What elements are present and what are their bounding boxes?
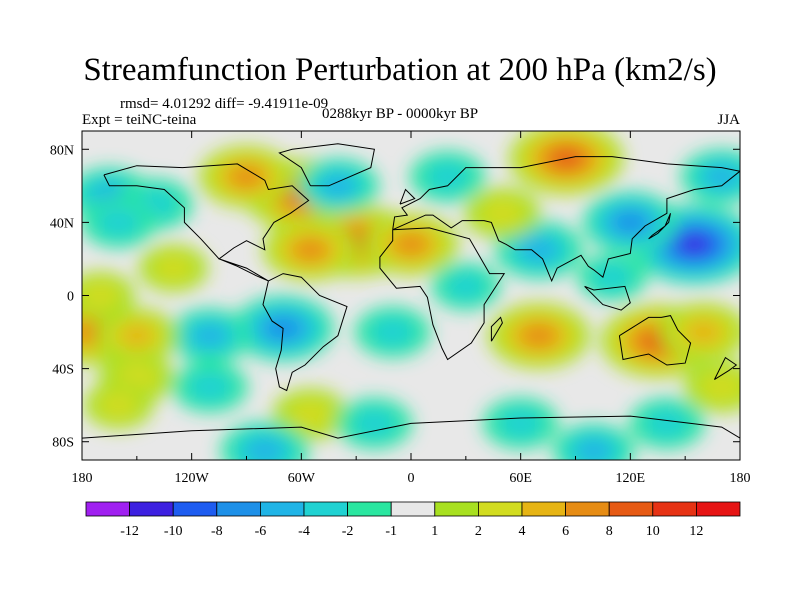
- x-tick-label: 120W: [175, 471, 210, 486]
- field-cell: [479, 198, 525, 229]
- field-cell: [498, 408, 544, 439]
- coastline: [584, 285, 631, 311]
- colorbar-label: -4: [298, 524, 310, 539]
- x-tick-label: 60W: [288, 471, 316, 486]
- field-cell: [395, 234, 427, 255]
- chart-title: Streamfunction Perturbation at 200 hPa (…: [83, 52, 717, 88]
- field-cell: [192, 324, 228, 348]
- coastlines: [82, 143, 740, 439]
- colorbar-swatch: [390, 501, 436, 517]
- y-tick-label: 40S: [52, 363, 74, 378]
- field-cell: [187, 371, 233, 403]
- stats-label: rmsd= 4.01292 diff= -9.41911e-09: [120, 96, 329, 112]
- coastline: [392, 156, 740, 283]
- colorbar-label: -6: [255, 524, 267, 539]
- x-tick-label: 180: [72, 471, 93, 486]
- y-tick-label: 80S: [52, 436, 74, 451]
- y-tick-label: 0: [67, 290, 74, 305]
- field-cell: [370, 316, 416, 348]
- field-cell: [424, 161, 471, 192]
- field-cell: [591, 263, 633, 292]
- colorbar-swatch: [172, 501, 218, 517]
- experiment-label: Expt = teiNC-teina: [82, 112, 197, 128]
- colorbar: -12 -10 -8 -6 -4 -2 -1 1 2 4 6 8 10 12: [85, 501, 741, 539]
- colorbar-swatch: [85, 501, 130, 517]
- period-label: 0288kyr BP - 0000kyr BP: [322, 106, 479, 122]
- axes: 180 120W 60W 0 60E 120E 180 80N 40N 0 40S 80S: [50, 131, 751, 486]
- coastline: [399, 188, 416, 205]
- field-cell: [522, 324, 556, 347]
- field-cell: [320, 174, 356, 198]
- colorbar-swatch: [608, 501, 654, 517]
- field-cell: [152, 253, 195, 283]
- season-label: JJA: [717, 112, 740, 128]
- colorbar-label: -10: [164, 524, 183, 539]
- coastline: [648, 213, 671, 240]
- colorbar-label: 4: [519, 524, 526, 539]
- x-tick-label: 60E: [509, 471, 532, 486]
- field-cell: [119, 324, 155, 348]
- field-cell: [699, 371, 740, 403]
- colorbar-label: -8: [211, 524, 223, 539]
- colorbar-swatch: [434, 501, 479, 517]
- colorbar-swatch: [696, 501, 741, 517]
- y-tick-label: 80N: [50, 143, 74, 158]
- field-cell: [230, 166, 263, 187]
- colorbar-label: 10: [646, 524, 660, 539]
- colorbar-label: -2: [342, 524, 354, 539]
- colorbar-swatch: [565, 501, 610, 517]
- colorbar-label: 2: [475, 524, 482, 539]
- coastline: [103, 163, 310, 282]
- x-tick-label: 0: [408, 471, 415, 486]
- coastline: [713, 356, 738, 381]
- field-cell: [614, 212, 647, 233]
- coastline: [618, 315, 692, 366]
- field-cell: [679, 235, 709, 254]
- field-cell: [576, 439, 612, 460]
- colorbar-swatch: [259, 501, 305, 517]
- field-cell: [97, 391, 140, 420]
- colorbar-swatch: [216, 501, 261, 517]
- coastline: [490, 316, 503, 342]
- x-tick-label: 180: [730, 471, 751, 486]
- colorbar-swatch: [347, 501, 392, 517]
- coastline: [82, 415, 740, 439]
- coastline: [278, 143, 375, 187]
- field-cell: [704, 165, 740, 189]
- colorbar-swatch: [303, 501, 348, 517]
- colorbar-swatch: [652, 501, 697, 517]
- colorbar-label: -1: [385, 524, 397, 539]
- colorbar-label: -12: [120, 524, 139, 539]
- colorbar-label: 1: [431, 524, 438, 539]
- colorbar-swatch: [477, 501, 523, 517]
- y-tick-label: 40N: [50, 216, 74, 231]
- coastline: [262, 273, 348, 392]
- field-cell: [82, 281, 121, 310]
- field-cell: [351, 408, 398, 439]
- x-tick-label: 120E: [616, 471, 646, 486]
- field-cell: [520, 237, 558, 263]
- colorbar-label: 8: [606, 524, 613, 539]
- field-cell: [95, 207, 142, 238]
- field-cell: [445, 272, 487, 301]
- colorbar-swatch: [521, 501, 566, 517]
- colorbar-swatch: [129, 501, 174, 517]
- coastline: [379, 227, 506, 361]
- colorbar-label: 6: [562, 524, 569, 539]
- field-cell: [294, 239, 327, 261]
- map-area: [82, 131, 740, 460]
- colorbar-label: 12: [689, 524, 703, 539]
- field-cell: [644, 408, 690, 439]
- field-cell: [245, 438, 284, 460]
- field-cell: [684, 319, 723, 345]
- field-cell: [287, 399, 334, 430]
